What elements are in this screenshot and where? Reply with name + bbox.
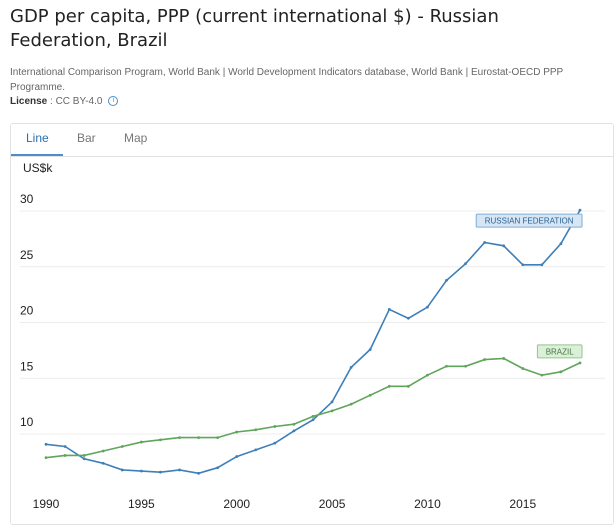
data-point-russia [63,445,67,448]
data-point-russia [235,455,239,458]
data-point-brazil [464,364,467,368]
tab-line[interactable]: Line [26,131,49,145]
data-point-russia [254,448,258,452]
data-point-brazil [254,428,258,432]
data-point-brazil [292,422,296,426]
data-point-brazil [44,456,48,460]
tab-map[interactable]: Map [124,131,148,145]
data-point-russia [406,316,410,320]
data-point-russia [101,461,105,465]
tab-bar[interactable]: Bar [77,131,96,145]
data-point-brazil [540,373,544,377]
series-line-brazil [45,357,581,459]
data-point-brazil [368,393,372,397]
data-point-brazil [178,436,181,440]
data-point-russia [349,365,353,369]
x-tick-label: 1995 [128,497,155,511]
data-point-russia [578,208,582,212]
data-point-russia [559,242,563,246]
chart-tabs: Line Bar Map [11,124,613,157]
y-tick-label: 15 [20,359,34,373]
info-icon[interactable]: i [108,96,119,107]
y-tick-label: 25 [20,248,34,262]
data-point-brazil [101,449,105,453]
data-point-russia [44,442,48,446]
data-point-russia [521,263,525,267]
data-point-russia [368,348,372,351]
data-point-brazil [502,357,506,360]
data-point-brazil [349,402,353,406]
x-tick-label: 2010 [414,497,441,511]
active-tab-indicator [11,154,63,156]
data-point-brazil [426,373,429,377]
data-point-brazil [521,367,525,370]
legend-tag-brazil [536,344,583,359]
data-point-brazil [387,384,391,388]
x-tick-label: 2015 [509,497,536,511]
data-point-brazil [63,454,67,457]
data-point-brazil [445,364,448,368]
x-tick-label: 2000 [223,497,250,511]
data-point-brazil [578,361,582,365]
data-point-brazil [197,436,200,440]
y-tick-label: 30 [20,192,34,206]
data-point-russia [330,400,334,404]
data-point-russia [159,470,162,474]
data-point-russia [445,278,448,282]
license: License : CC BY-4.0 i [10,96,119,107]
data-point-brazil [159,438,162,442]
data-point-russia [178,468,181,472]
data-point-brazil [559,370,563,374]
data-point-russia [426,305,429,309]
data-point-russia [216,466,220,470]
data-point-russia [483,241,487,244]
license-label: License [10,96,48,107]
data-point-brazil [216,436,220,440]
data-point-brazil [483,358,487,361]
data-point-russia [120,468,124,472]
data-point-russia [464,262,467,266]
data-point-brazil [273,425,277,428]
data-point-brazil [82,454,86,457]
data-point-russia [197,471,200,475]
x-tick-label: 2005 [319,497,346,511]
data-point-brazil [235,430,239,434]
data-point-russia [311,418,315,422]
data-point-russia [292,429,296,433]
data-point-brazil [311,415,315,418]
data-point-russia [139,469,143,473]
data-point-brazil [120,445,124,448]
legend-label-brazil: BRAZIL [546,347,575,356]
data-point-russia [387,307,391,311]
legend-label-russia: RUSSIAN FEDERATION [485,217,574,226]
data-point-brazil [330,409,334,413]
y-axis-label: US$k [23,161,53,175]
data-point-russia [502,244,506,248]
data-point-brazil [139,440,143,444]
source-text: International Comparison Program, World … [10,67,564,93]
data-point-brazil [406,384,410,388]
y-tick-label: 10 [20,415,34,429]
y-tick-label: 20 [20,304,34,318]
data-point-russia [82,457,86,461]
legend-tag-russia [475,213,583,228]
license-value: : CC BY-4.0 [47,96,103,107]
page-title: GDP per capita, PPP (current internation… [10,6,499,51]
data-point-russia [273,441,277,445]
x-tick-label: 1990 [33,497,60,511]
data-point-russia [540,263,544,267]
